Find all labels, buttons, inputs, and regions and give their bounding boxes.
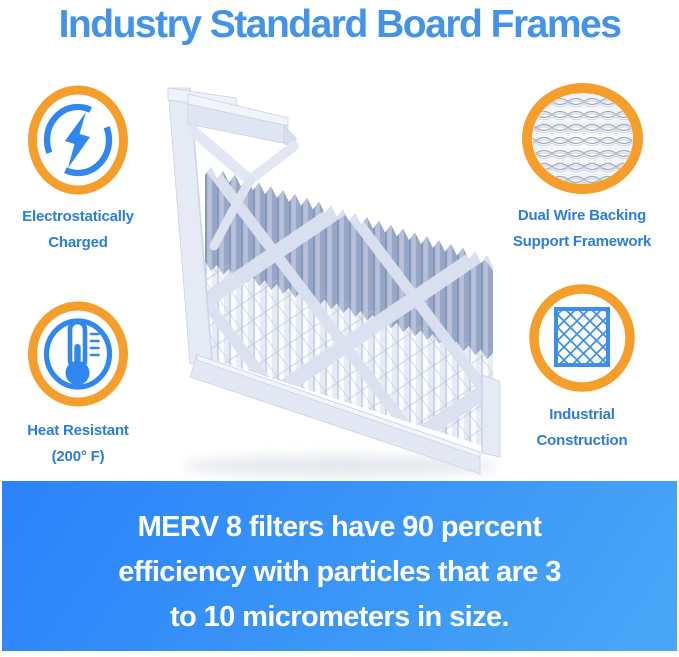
feature-wire-backing: Dual Wire Backing Support Framework [498, 82, 666, 255]
feature-label-industrial: Industrial Construction [536, 406, 628, 449]
diamond-grid-icon [529, 284, 635, 392]
feature-heat-resistant: Heat Resistant (200° F) [8, 300, 148, 470]
air-filter-product-image [167, 87, 501, 476]
banner-text: MERV 8 filters have 90 percent efficienc… [118, 510, 561, 633]
thermometer-icon [28, 301, 128, 407]
feature-label-electrostatic: Electrostatically Charged [22, 208, 134, 251]
banner: MERV 8 filters have 90 percent efficienc… [2, 481, 677, 651]
feature-electrostatic: Electrostatically Charged [8, 84, 148, 256]
wire-mesh-icon [521, 83, 643, 194]
feature-industrial: Industrial Construction [498, 282, 666, 454]
feature-label-wire-backing: Dual Wire Backing Support Framework [512, 207, 652, 250]
feature-label-heat-resistant: Heat Resistant (200° F) [27, 422, 129, 465]
lightning-icon [28, 85, 128, 195]
page-title: Industry Standard Board Frames [58, 3, 622, 46]
